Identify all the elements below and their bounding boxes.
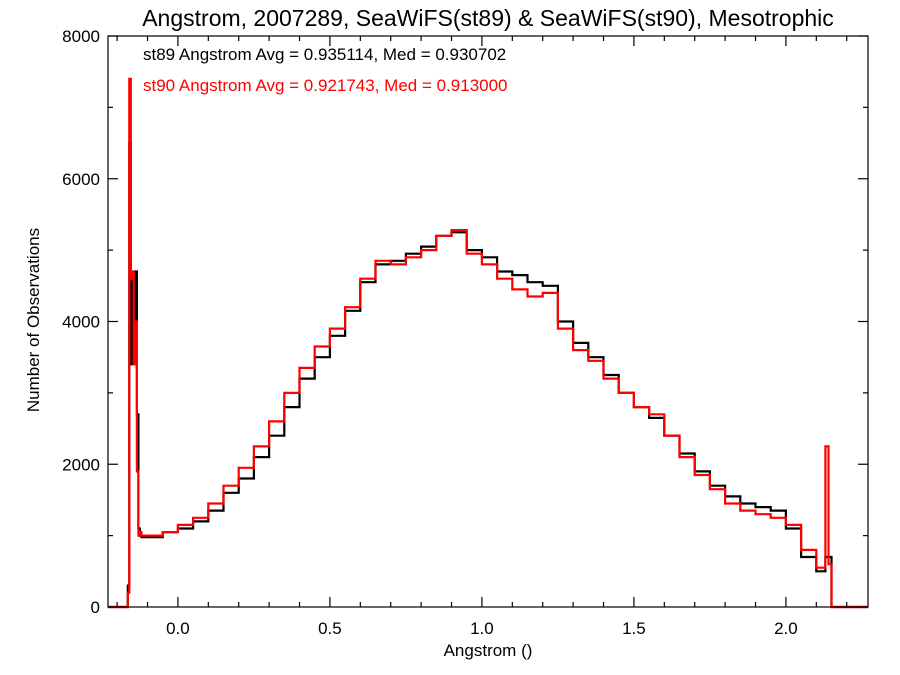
series-line-1 <box>108 77 868 609</box>
y-axis-label: Number of Observations <box>24 228 43 412</box>
annotation-st90: st90 Angstrom Avg = 0.921743, Med = 0.91… <box>143 76 508 95</box>
series-layer <box>108 77 868 609</box>
x-tick-label: 0.0 <box>166 619 190 638</box>
axes-layer: 0.0 0.5 1.0 1.5 2.0 0 2000 4000 6000 8000 <box>62 27 869 638</box>
annotation-st89: st89 Angstrom Avg = 0.935114, Med = 0.93… <box>143 45 506 64</box>
x-tick-label: 0.5 <box>318 619 342 638</box>
x-axis-label: Angstrom () <box>444 641 533 660</box>
y-tick-label: 0 <box>91 598 100 617</box>
y-tick-label: 8000 <box>62 27 100 46</box>
chart-title: Angstrom, 2007289, SeaWiFS(st89) & SeaWi… <box>142 5 834 31</box>
x-tick-label: 1.0 <box>470 619 494 638</box>
x-tick-label: 1.5 <box>622 619 646 638</box>
y-tick-label: 4000 <box>62 313 100 332</box>
x-tick-label: 2.0 <box>774 619 798 638</box>
y-tick-label: 6000 <box>62 170 100 189</box>
y-tick-label: 2000 <box>62 455 100 474</box>
